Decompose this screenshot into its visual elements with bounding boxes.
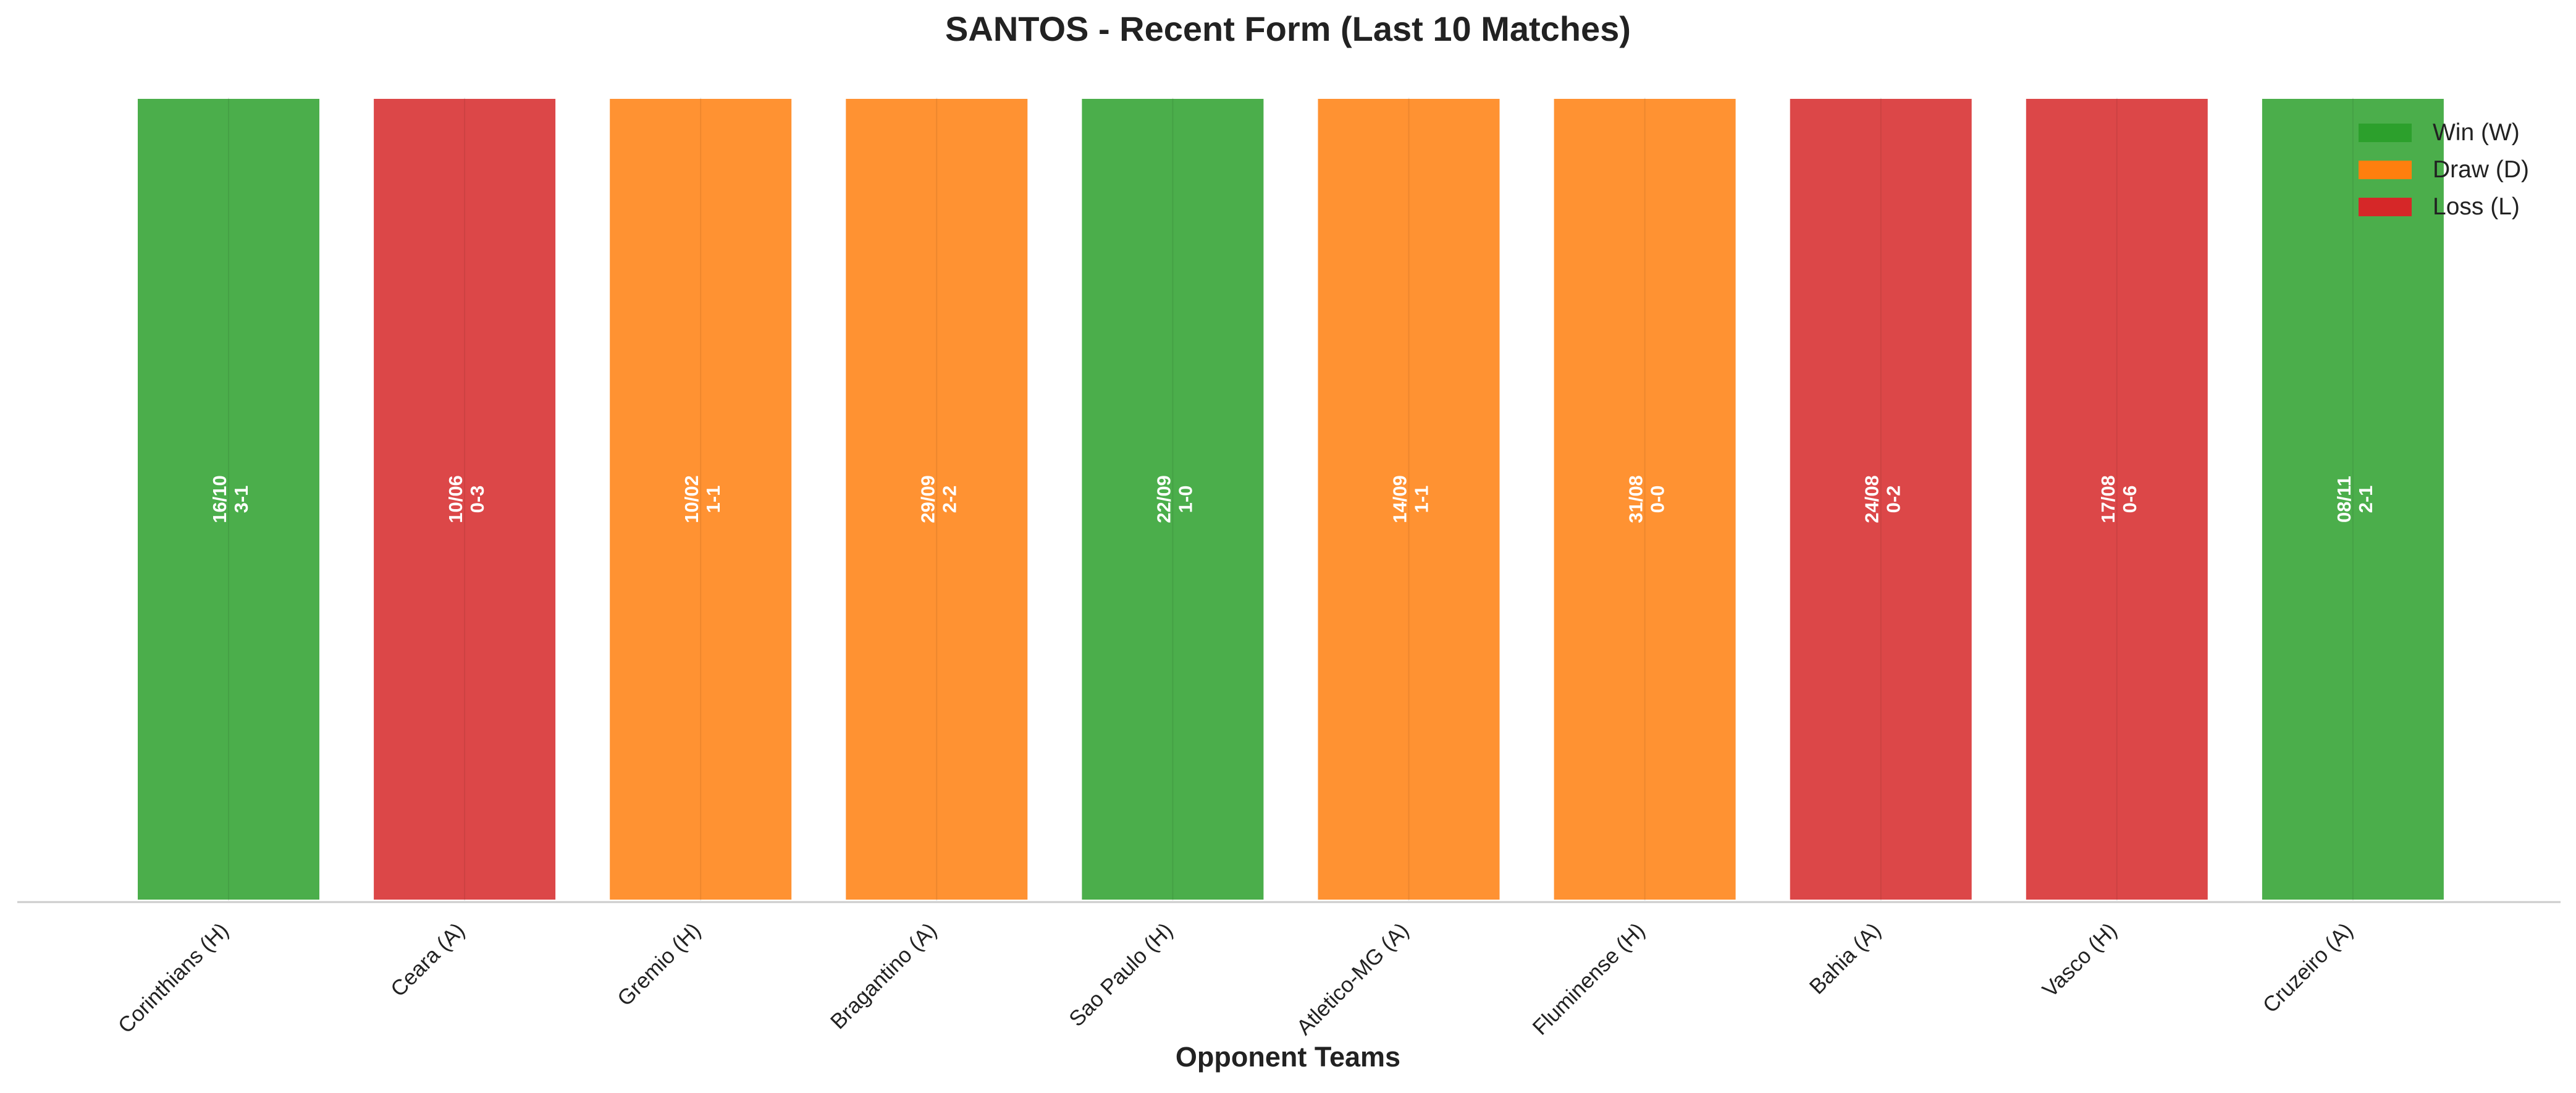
- x-tick-label-fluminense-h: Fluminense (H): [1528, 918, 1650, 1040]
- bar-score-ceara-a: 0-3: [466, 486, 488, 513]
- bar-date-gremio-h: 10/02: [681, 475, 702, 523]
- bar-label-sao-paulo-h: 22/091-0: [1153, 475, 1196, 523]
- x-tick-label-gremio-h: Gremio (H): [613, 918, 705, 1011]
- bar-ceara-a: [371, 96, 558, 902]
- bar-score-sao-paulo-h: 1-0: [1174, 486, 1196, 513]
- x-axis-label: Opponent Teams: [1175, 1041, 1401, 1073]
- bar-date-ceara-a: 10/06: [445, 475, 466, 523]
- bar-label-fluminense-h: 31/080-0: [1625, 475, 1669, 523]
- bar-label-atletico-mg-a: 14/091-1: [1389, 475, 1433, 523]
- legend-item-win: Win (W): [2359, 114, 2529, 151]
- legend-label-draw: Draw (D): [2433, 156, 2529, 183]
- bar-score-bragantino-a: 2-2: [938, 486, 960, 513]
- x-tick-label-vasco-h: Vasco (H): [2038, 918, 2122, 1002]
- legend-item-draw: Draw (D): [2359, 151, 2529, 188]
- bar-label-bragantino-a: 29/092-2: [917, 475, 960, 523]
- bar-gremio-h: [607, 96, 794, 902]
- x-tick-label-sao-paulo-h: Sao Paulo (H): [1064, 918, 1177, 1031]
- bar-label-corinthians-h: 16/103-1: [209, 475, 252, 523]
- bar-date-vasco-h: 17/08: [2097, 475, 2119, 523]
- x-tick-label-ceara-a: Ceara (A): [386, 918, 469, 1002]
- bar-score-fluminense-h: 0-0: [1647, 486, 1669, 513]
- x-tick-label-bahia-a: Bahia (A): [1805, 918, 1886, 999]
- legend-swatch-draw: [2359, 161, 2412, 179]
- bar-cruzeiro-a: [2259, 96, 2446, 902]
- x-tick-label-cruzeiro-a: Cruzeiro (A): [2258, 918, 2358, 1018]
- bar-date-bahia-a: 24/08: [1861, 475, 1883, 523]
- bar-score-bahia-a: 0-2: [1883, 486, 1905, 513]
- bar-bragantino-a: [843, 96, 1030, 902]
- bar-corinthians-h: [135, 96, 322, 902]
- bar-label-cruzeiro-a: 08/112-1: [2333, 476, 2376, 523]
- bar-date-sao-paulo-h: 22/09: [1153, 475, 1174, 523]
- bar-date-corinthians-h: 16/10: [209, 475, 230, 523]
- legend-swatch-win: [2359, 124, 2412, 142]
- legend-swatch-loss: [2359, 198, 2412, 216]
- bar-date-cruzeiro-a: 08/11: [2333, 476, 2355, 523]
- chart-title: SANTOS - Recent Form (Last 10 Matches): [945, 9, 1631, 48]
- bar-score-gremio-h: 1-1: [702, 486, 724, 513]
- bar-atletico-mg-a: [1315, 96, 1502, 902]
- bar-sao-paulo-h: [1079, 96, 1266, 902]
- x-tick-label-atletico-mg-a: Atletico-MG (A): [1292, 918, 1413, 1040]
- bar-bahia-a: [1787, 96, 1974, 902]
- bar-label-gremio-h: 10/021-1: [681, 475, 724, 523]
- bar-date-atletico-mg-a: 14/09: [1389, 475, 1411, 523]
- legend-label-win: Win (W): [2433, 119, 2520, 146]
- bar-score-atletico-mg-a: 1-1: [1411, 486, 1433, 513]
- x-tick-label-bragantino-a: Bragantino (A): [826, 918, 941, 1034]
- bar-date-fluminense-h: 31/08: [1625, 475, 1647, 523]
- bar-fluminense-h: [1551, 96, 1738, 902]
- bar-label-bahia-a: 24/080-2: [1861, 475, 1905, 523]
- bar-label-vasco-h: 17/080-6: [2097, 475, 2140, 523]
- bar-label-ceara-a: 10/060-3: [445, 475, 488, 523]
- bar-vasco-h: [2023, 96, 2210, 902]
- legend-label-loss: Loss (L): [2433, 193, 2520, 220]
- bar-score-vasco-h: 0-6: [2119, 486, 2140, 513]
- x-tick-labels: Corinthians (H) Ceara (A) Gremio (H) Bragan…: [114, 918, 2358, 1040]
- legend: Win (W) Draw (D) Loss (L): [2359, 114, 2529, 226]
- legend-item-loss: Loss (L): [2359, 188, 2529, 226]
- bar-date-bragantino-a: 29/09: [917, 475, 938, 523]
- bar-score-corinthians-h: 3-1: [230, 486, 252, 513]
- bars-layer: 16/103-1 10/060-3 10/021-1 29/092-2 22/091-0…: [135, 96, 2446, 902]
- bar-score-cruzeiro-a: 2-1: [2355, 486, 2376, 513]
- x-tick-label-corinthians-h: Corinthians (H): [114, 918, 234, 1038]
